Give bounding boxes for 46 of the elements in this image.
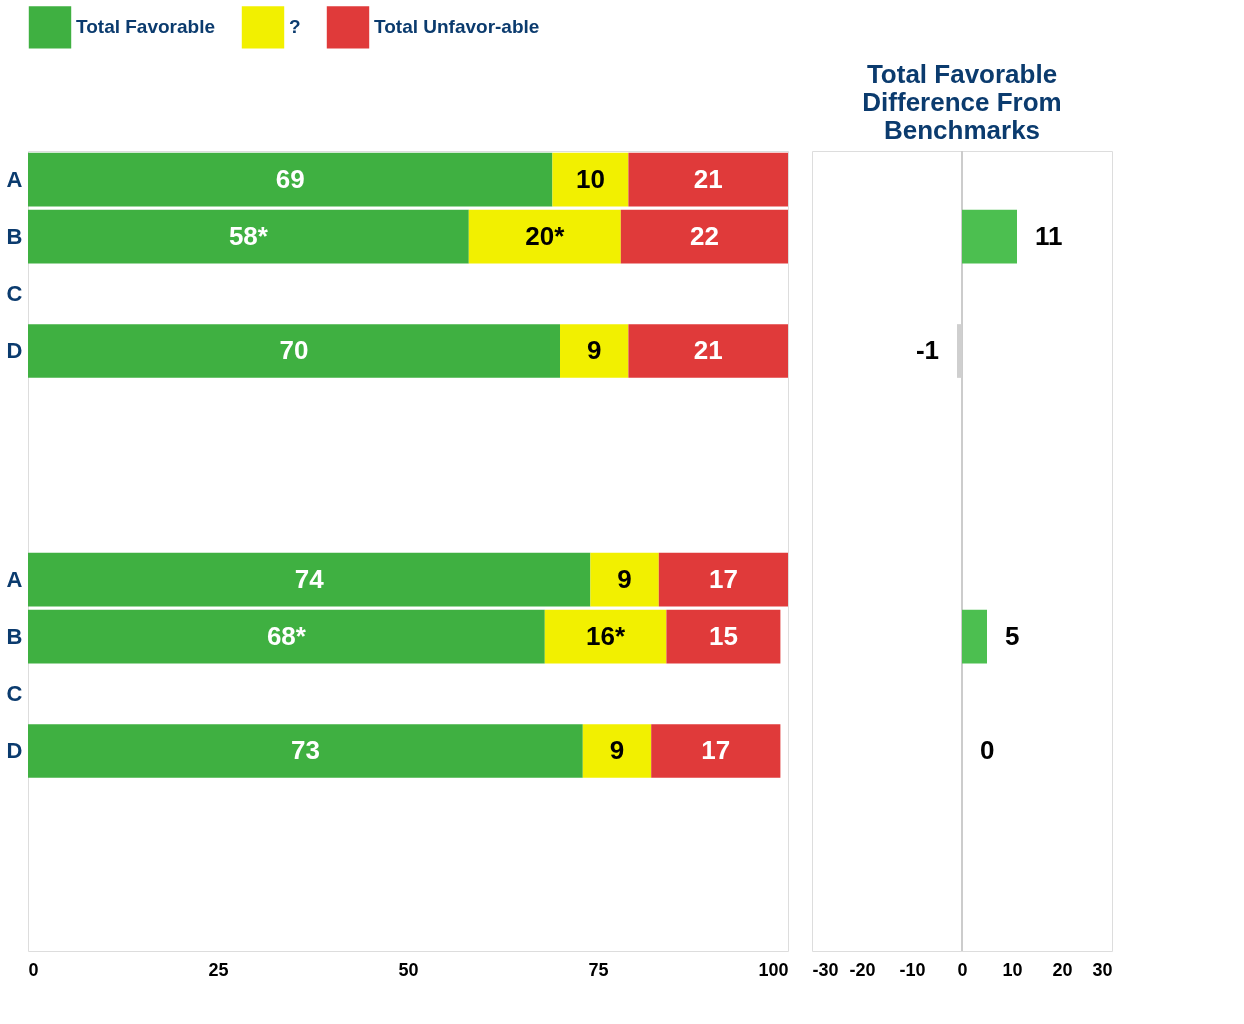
x-tick-label: -20 [849,959,876,980]
data-label: 68* [266,620,307,651]
x-tick-label: 30 [1092,959,1113,980]
data-label: 15 [708,620,738,651]
data-label: 10 [575,163,605,194]
y-tick-label: B [6,623,23,649]
data-label: 74 [294,563,325,594]
y-tick-label: C [6,680,23,706]
y-tick-label: C [6,280,23,306]
x-tick-label: 50 [398,959,419,980]
legend-label: Total Unfavor-able [374,16,540,38]
data-label: -1 [915,335,939,365]
y-tick-label: A [6,566,23,592]
data-label: 16* [586,620,626,651]
y-tick-label: D [6,338,23,363]
y-tick-label: B [6,223,23,249]
legend-label: Total Favorable [76,16,216,38]
x-tick-label: 20 [1052,959,1073,980]
x-tick-label: -30 [812,959,839,980]
chart-title: Total Favorable Difference From Benchmarks [862,59,1062,145]
data-label: 9 [609,735,625,765]
data-label: 22 [689,220,719,251]
data-label: 73 [290,735,320,765]
data-label: 9 [617,563,632,594]
x-tick-label: 0 [957,959,968,980]
data-label: 17 [708,563,738,594]
x-tick-label: 25 [208,959,229,980]
data-label: 21 [693,335,723,365]
data-label: 9 [586,335,602,365]
legend-label: ? [289,16,301,38]
x-tick-label: -10 [899,959,926,980]
x-tick-label: 100 [758,959,789,980]
data-label: 5 [1005,620,1020,651]
y-tick-label: D [6,738,23,763]
data-label: 69 [275,163,305,194]
y-tick-label: A [6,166,23,192]
data-label: 21 [693,163,723,194]
data-label: 0 [980,735,995,765]
data-label: 17 [701,735,731,765]
data-label: 70 [279,335,309,365]
data-label: 20* [525,220,566,251]
x-tick-label: 10 [1002,959,1023,980]
data-label: 58* [228,220,269,251]
x-tick-label: 0 [28,959,39,980]
data-label: 11 [1035,220,1063,251]
x-tick-label: 75 [588,959,609,980]
